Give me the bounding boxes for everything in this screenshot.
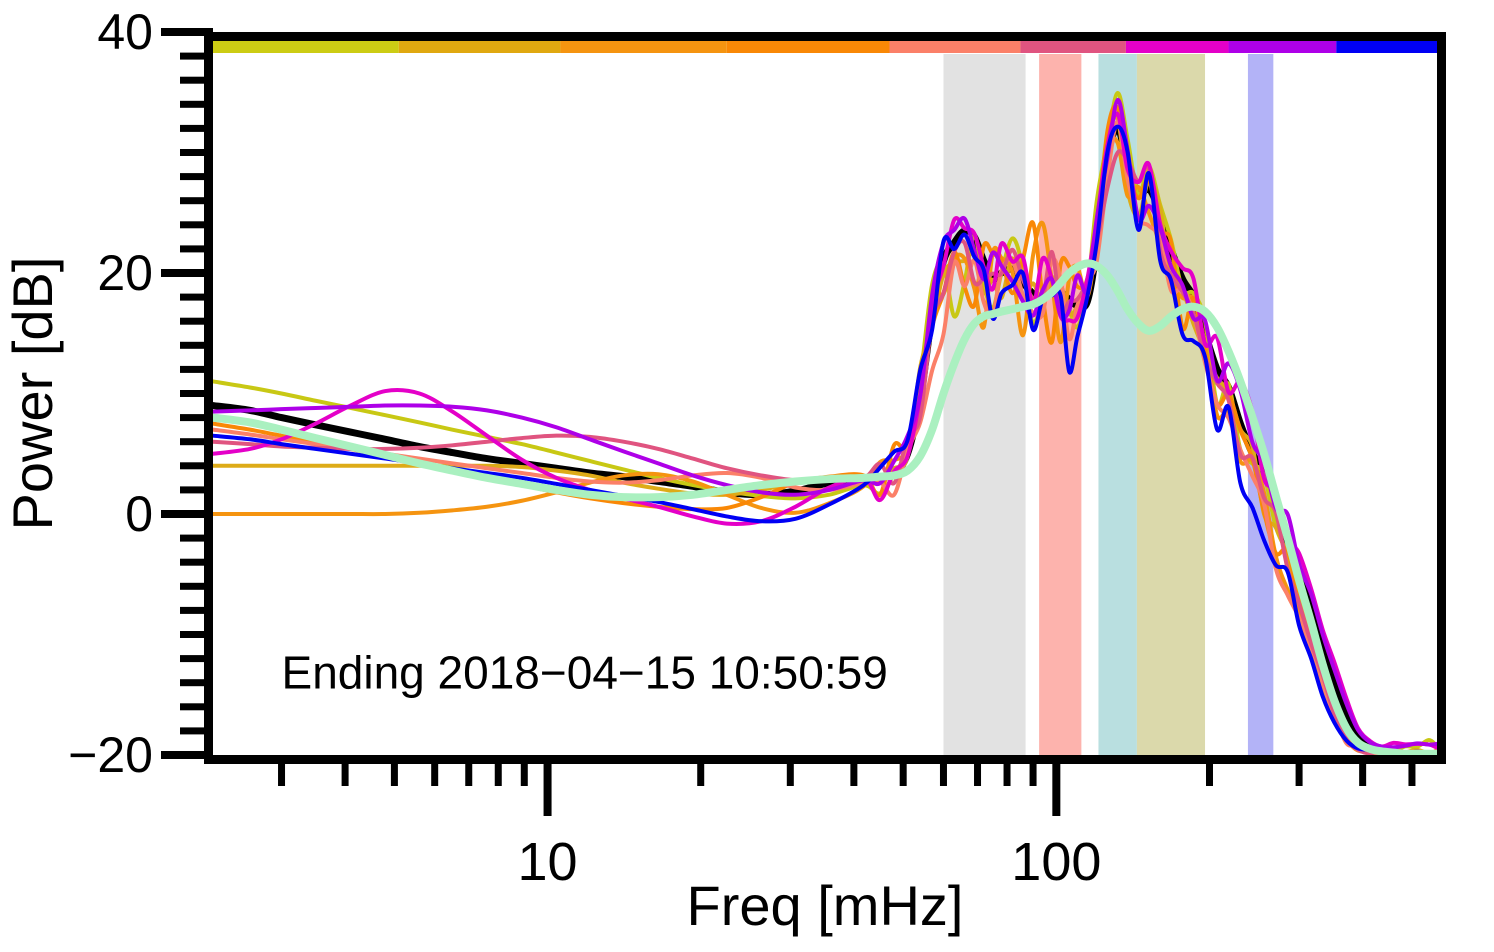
y-major-tick (161, 28, 213, 36)
series-trace-crimson (211, 149, 1439, 757)
y-minor-tick (180, 679, 213, 687)
x-minor-tick (1408, 764, 1416, 786)
y-minor-tick (180, 52, 213, 60)
x-tick-label: 10 (518, 832, 578, 892)
x-major-tick (543, 764, 552, 816)
y-minor-tick (180, 558, 213, 566)
band-gray (943, 54, 1026, 755)
series-trace-lightgreen (209, 259, 1441, 758)
y-minor-tick (180, 727, 213, 735)
y-major-tick (161, 510, 213, 518)
band-khaki (1136, 54, 1206, 755)
x-tick-label: 100 (1011, 832, 1101, 892)
y-tick-label: 40 (97, 4, 153, 60)
x-minor-tick (431, 764, 439, 786)
y-minor-tick (180, 341, 213, 349)
x-minor-tick (786, 764, 794, 786)
y-minor-tick (180, 462, 213, 470)
axis-spine-right (1437, 32, 1446, 764)
x-minor-tick (341, 764, 349, 786)
y-minor-tick (180, 703, 213, 711)
x-axis-title: Freq [mHz] (687, 874, 964, 937)
series-trace-purple (211, 98, 1439, 750)
y-minor-tick (180, 245, 213, 253)
x-minor-tick (697, 764, 705, 786)
x-major-tick (1052, 764, 1061, 816)
y-minor-tick (180, 293, 213, 301)
y-minor-tick (180, 534, 213, 542)
y-minor-tick (180, 149, 213, 156)
y-tick-label: 20 (97, 245, 153, 301)
band-salmon (1039, 54, 1082, 755)
x-minor-tick (520, 764, 528, 786)
plot-annotation: Ending 2018−04−15 10:50:59 (282, 647, 888, 699)
y-tick-label: −20 (68, 727, 153, 783)
y-minor-tick (180, 606, 213, 614)
y-minor-tick (180, 221, 213, 229)
x-minor-tick (278, 764, 286, 786)
y-minor-tick (180, 197, 213, 205)
x-minor-tick (850, 764, 858, 786)
axes-layer (161, 28, 1446, 816)
y-minor-tick (180, 76, 213, 84)
axis-spine-top (204, 32, 1441, 41)
x-minor-tick (1359, 764, 1367, 786)
axis-spine-left (204, 32, 213, 764)
y-minor-tick (180, 414, 213, 422)
y-minor-tick (180, 438, 213, 446)
y-axis-title: Power [dB] (1, 257, 64, 531)
y-minor-tick (180, 631, 213, 638)
x-minor-tick (1003, 764, 1011, 786)
y-minor-tick (180, 317, 213, 325)
x-minor-tick (494, 764, 502, 786)
x-minor-tick (899, 764, 907, 786)
y-minor-tick (180, 124, 213, 132)
y-minor-tick (180, 655, 213, 663)
x-minor-tick (1205, 764, 1213, 786)
y-minor-tick (180, 582, 213, 590)
y-minor-tick (180, 365, 213, 373)
x-minor-tick (974, 764, 982, 786)
x-minor-tick (390, 764, 398, 786)
y-minor-tick (180, 173, 213, 181)
y-tick-label: 0 (125, 486, 153, 542)
y-major-tick (161, 269, 213, 277)
data-series-layer (209, 90, 1441, 758)
x-minor-tick (465, 764, 473, 786)
x-minor-tick (939, 764, 947, 786)
axis-labels-layer: 40 20 0 −20 10 100 Power [dB] Freq [mHz] Ending … (1, 4, 1101, 937)
y-minor-tick (180, 390, 213, 397)
y-minor-tick (180, 486, 213, 494)
x-minor-tick (1029, 764, 1037, 786)
axis-spine-bottom (204, 755, 1441, 764)
y-major-tick (161, 751, 213, 759)
y-minor-tick (180, 100, 213, 108)
x-minor-tick (1295, 764, 1303, 786)
